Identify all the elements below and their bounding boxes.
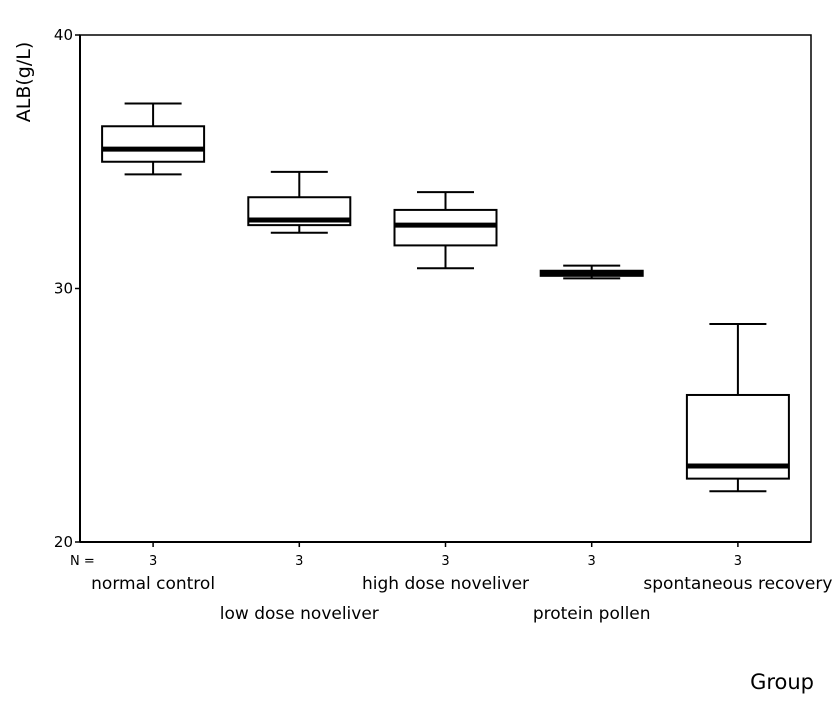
n-prefix-label: N = (70, 554, 95, 569)
y-tick-label: 30 (54, 280, 73, 298)
n-count-label: 3 (734, 554, 742, 569)
y-axis-title: ALB(g/L) (13, 42, 35, 123)
n-count-label: 3 (295, 554, 303, 569)
x-axis-title: Group (750, 670, 814, 694)
y-tick-label: 20 (54, 533, 73, 551)
category-label: low dose noveliver (220, 604, 379, 624)
n-count-label: 3 (441, 554, 449, 569)
box-group (685, 322, 790, 493)
box-group (101, 102, 206, 176)
box-group (393, 191, 498, 270)
n-count-label: 3 (588, 554, 596, 569)
box-iqr (393, 208, 498, 247)
box-iqr (101, 125, 206, 163)
category-label: protein pollen (533, 604, 651, 624)
category-label: spontaneous recovery (643, 574, 832, 594)
category-label: normal control (91, 574, 215, 594)
category-label: high dose noveliver (362, 574, 529, 594)
y-tick-label: 40 (54, 26, 73, 44)
n-count-label: 3 (149, 554, 157, 569)
box-group (539, 264, 644, 280)
box-group (247, 170, 352, 234)
